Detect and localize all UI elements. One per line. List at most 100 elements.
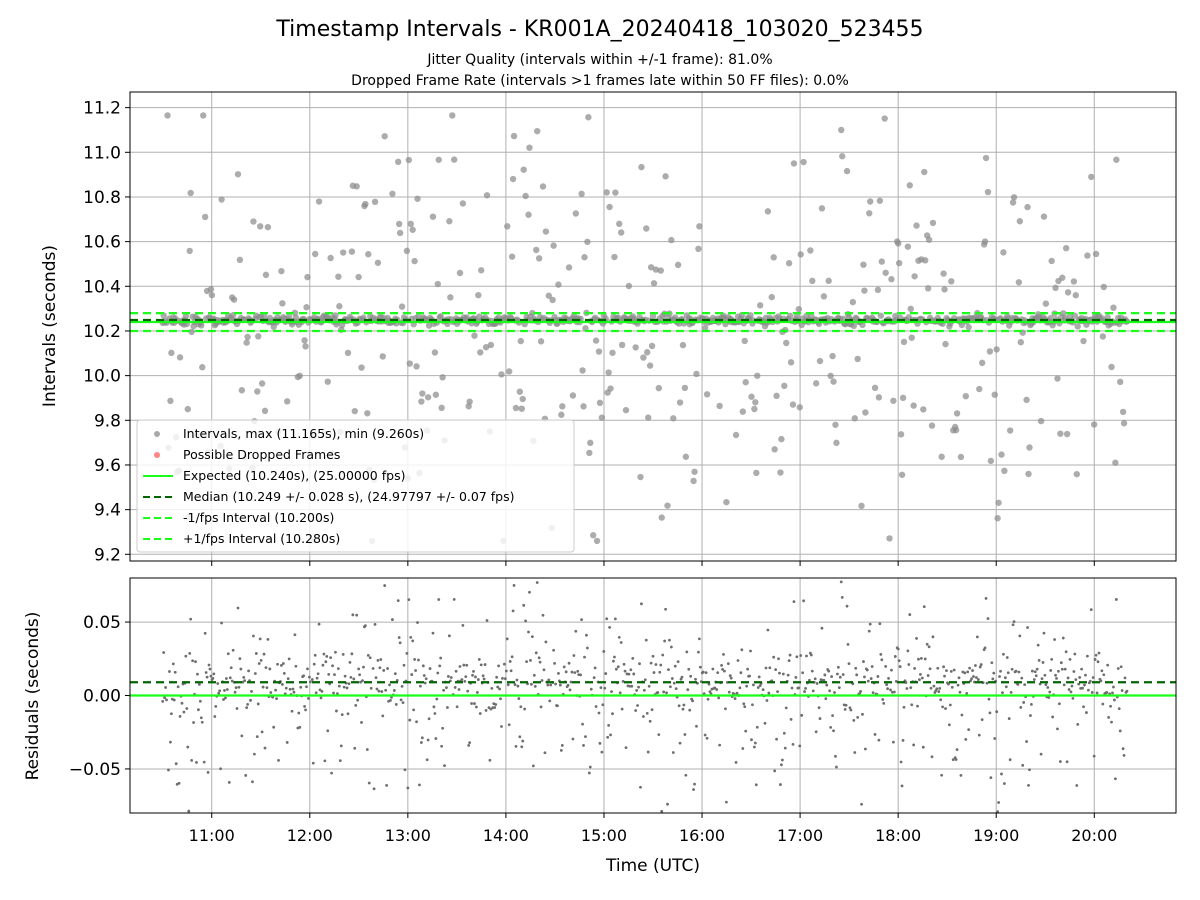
y-tick-label: 10.0 xyxy=(83,367,121,387)
interval-point xyxy=(1023,396,1030,404)
interval-point xyxy=(466,398,473,405)
residual-point xyxy=(406,786,410,790)
interval-point xyxy=(579,367,586,374)
residual-point xyxy=(507,723,511,727)
residual-point xyxy=(1117,707,1121,711)
residual-point xyxy=(477,658,481,661)
interval-point xyxy=(1112,459,1119,466)
residual-point xyxy=(1018,634,1022,638)
residual-point xyxy=(377,689,381,693)
y-tick-label: 11.2 xyxy=(83,99,121,119)
interval-point xyxy=(1072,292,1080,299)
residual-point xyxy=(705,736,709,740)
residual-point xyxy=(654,663,658,666)
interval-point xyxy=(395,158,402,166)
residual-point xyxy=(528,590,531,594)
residual-point xyxy=(800,713,804,717)
interval-point xyxy=(167,397,174,405)
residual-point xyxy=(984,597,988,600)
chart-subtitle-jitter: Jitter Quality (intervals within +/-1 fr… xyxy=(426,52,772,68)
residual-point xyxy=(1012,620,1016,624)
interval-point xyxy=(924,285,932,292)
x-tick-label: 15:00 xyxy=(581,826,627,845)
interval-point xyxy=(648,342,656,350)
residual-point xyxy=(929,686,933,690)
interval-point xyxy=(348,248,356,255)
residual-point xyxy=(497,664,500,668)
interval-point xyxy=(449,112,456,119)
residual-point xyxy=(922,605,926,609)
residual-point xyxy=(673,664,677,668)
interval-point xyxy=(790,160,798,167)
residual-point xyxy=(390,695,393,699)
residual-point xyxy=(613,655,616,659)
residual-point xyxy=(319,696,323,700)
residual-point xyxy=(225,688,229,691)
residual-point xyxy=(339,744,343,748)
residual-point xyxy=(639,785,642,789)
interval-point xyxy=(379,353,386,360)
residual-point xyxy=(291,687,295,691)
interval-point xyxy=(598,414,606,421)
interval-point xyxy=(1010,194,1018,201)
residual-point xyxy=(1123,676,1127,680)
interval-point xyxy=(952,426,960,434)
interval-point xyxy=(751,405,758,413)
interval-point xyxy=(695,245,702,253)
residual-point xyxy=(1113,777,1117,781)
residual-point xyxy=(600,750,604,754)
residual-point xyxy=(471,673,474,677)
interval-point xyxy=(650,280,658,287)
residual-point xyxy=(243,679,247,683)
residual-point xyxy=(310,678,314,681)
residual-point xyxy=(768,666,772,670)
interval-point xyxy=(164,112,171,119)
residual-point xyxy=(772,655,776,659)
interval-point xyxy=(168,349,175,357)
residual-point xyxy=(503,677,507,681)
residual-point xyxy=(935,687,939,691)
residual-point xyxy=(337,684,341,688)
residual-point xyxy=(659,663,663,667)
residual-point xyxy=(979,663,983,666)
residual-point xyxy=(720,663,723,667)
residual-point xyxy=(644,638,648,642)
y-tick-label: 10.4 xyxy=(83,277,121,297)
interval-point xyxy=(858,502,865,510)
residual-point xyxy=(340,713,344,717)
residual-point xyxy=(767,691,771,695)
residual-point xyxy=(197,708,200,712)
residual-point xyxy=(1060,667,1064,671)
residual-point xyxy=(405,651,409,655)
residual-point xyxy=(865,668,869,672)
interval-point xyxy=(549,296,556,304)
interval-point xyxy=(1016,218,1024,225)
residual-point xyxy=(722,652,725,656)
residual-point xyxy=(1027,784,1030,787)
interval-point xyxy=(984,188,992,196)
residual-point xyxy=(488,758,492,762)
residual-point xyxy=(252,634,255,638)
interval-point xyxy=(1024,203,1031,211)
residual-point xyxy=(938,686,942,690)
residual-point xyxy=(574,629,578,633)
residual-point xyxy=(694,677,697,681)
residual-point xyxy=(335,692,339,695)
residual-point xyxy=(467,743,471,747)
residual-point xyxy=(479,663,483,667)
interval-point xyxy=(1092,250,1100,258)
residual-point xyxy=(485,619,489,622)
residual-point xyxy=(259,658,263,662)
intervals-y-axis-label: Intervals (seconds) xyxy=(40,245,60,407)
interval-point xyxy=(691,468,698,475)
interval-point xyxy=(362,200,369,208)
residual-point xyxy=(255,735,259,739)
residual-point xyxy=(919,672,922,676)
x-tick-label: 13:00 xyxy=(385,826,431,845)
interval-point xyxy=(519,395,526,403)
residual-point xyxy=(1085,654,1089,658)
interval-point xyxy=(764,208,772,215)
residual-point xyxy=(392,689,396,692)
interval-point xyxy=(1090,421,1098,428)
residual-point xyxy=(251,780,254,784)
